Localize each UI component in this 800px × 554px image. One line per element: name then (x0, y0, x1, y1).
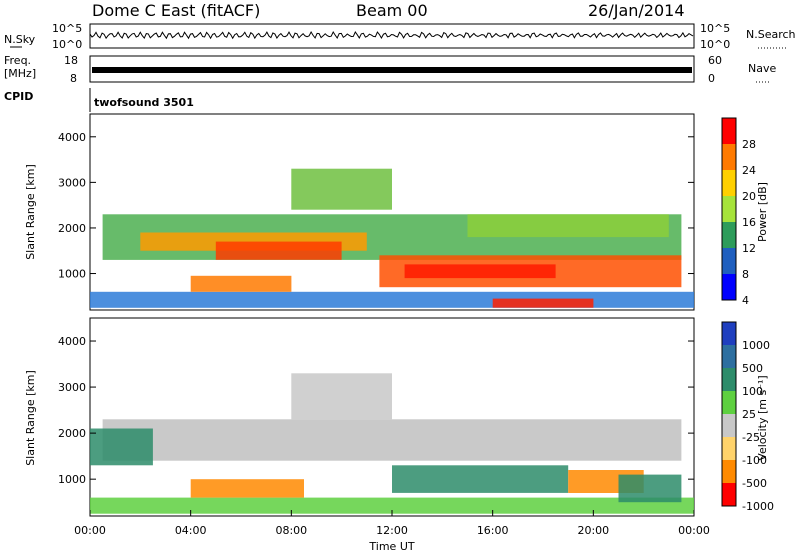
colorbar-segment-0 (722, 118, 736, 144)
velocity-heatmap (90, 373, 694, 514)
heatmap-band-5 (404, 264, 556, 279)
y-tick-label-3: 4000 (58, 335, 86, 348)
heatmap-band-1 (102, 419, 682, 461)
noise-right-tick-bottom: 10^0 (700, 38, 730, 51)
nave-right-tick-top: 60 (708, 54, 722, 67)
freq-left-tick-bottom: 8 (70, 72, 77, 85)
power-colorbar-label: Power [dB] (756, 182, 769, 242)
colorbar-segment-6 (722, 460, 736, 483)
power-y-axis: 1000 2000 3000 4000 (58, 131, 694, 281)
y-tick-label-1: 2000 (58, 427, 86, 440)
colorbar-segment-5 (722, 437, 736, 460)
colorbar-segment-3 (722, 196, 736, 222)
heatmap-band-6 (291, 168, 392, 210)
colorbar-tick-3: 16 (742, 216, 756, 229)
noise-trace (89, 30, 694, 40)
colorbar-tick-6: -500 (742, 477, 767, 490)
colorbar-segment-7 (722, 483, 736, 506)
colorbar-tick-4: -25 (742, 431, 760, 444)
y-tick-label-3: 4000 (58, 131, 86, 144)
y-tick-label-2: 3000 (58, 176, 86, 189)
heatmap-band-3 (215, 241, 342, 260)
colorbar-tick-5: -100 (742, 454, 767, 467)
velocity-y-axis: 1000 2000 3000 4000 (58, 335, 694, 486)
freq-left-tick-top: 18 (64, 54, 78, 67)
heatmap-band-3 (190, 479, 304, 498)
colorbar-tick-1: 24 (742, 164, 756, 177)
x-tick-label-4: 16:00 (477, 524, 509, 537)
colorbar-frame (721, 321, 737, 507)
velocity-ylabel: Slant Range [km] (24, 370, 37, 466)
colorbar-tick-2: 20 (742, 190, 756, 203)
x-tick-label-1: 04:00 (175, 524, 207, 537)
colorbar-segment-5 (722, 248, 736, 274)
y-tick-label-1: 2000 (58, 222, 86, 235)
beam-title: Beam 00 (356, 1, 428, 20)
y-tick-label-0: 1000 (58, 473, 86, 486)
heatmap-band-0 (90, 497, 694, 514)
freq-trace (92, 67, 692, 73)
time-axis-label: Time UT (368, 540, 414, 553)
velocity-colorbar: 1000 500 100 25 -25 -100 -500 -1000 (721, 321, 774, 513)
freq-band (92, 67, 692, 73)
heatmap-band-6 (90, 428, 153, 466)
colorbar-tick-7: -1000 (742, 500, 774, 513)
cpid-label: CPID (4, 90, 33, 103)
colorbar-frame (721, 117, 737, 301)
freq-panel-frame (89, 55, 695, 83)
colorbar-tick-2: 100 (742, 385, 763, 398)
nsky-label: N.Sky (4, 33, 36, 46)
heatmap-band-7 (618, 474, 682, 503)
x-tick-label-5: 20:00 (577, 524, 609, 537)
power-ylabel: Slant Range [km] (24, 164, 37, 260)
freq-label: Freq. (4, 54, 31, 67)
colorbar-tick-3: 25 (742, 408, 756, 421)
station-title: Dome C East (fitACF) (92, 1, 260, 20)
velocity-colorbar-label: Velocity [m s⁻¹] (756, 375, 769, 460)
time-axis: 00:00 04:00 08:00 12:00 16:00 20:00 00:00 (74, 510, 710, 537)
power-heatmap (90, 168, 694, 308)
x-tick-label-0: 00:00 (74, 524, 106, 537)
noise-left-tick-bottom: 10^0 (52, 38, 82, 51)
colorbar-segment-6 (722, 274, 736, 300)
colorbar-segment-0 (722, 322, 736, 345)
y-tick-label-2: 3000 (58, 381, 86, 394)
colorbar-segment-3 (722, 391, 736, 414)
colorbar-segment-2 (722, 368, 736, 391)
colorbar-tick-0: 28 (742, 138, 756, 151)
colorbar-tick-0: 1000 (742, 339, 770, 352)
heatmap-band-0 (90, 291, 694, 308)
x-tick-label-2: 08:00 (275, 524, 307, 537)
cpid-name: twofsound 3501 (94, 96, 194, 109)
colorbar-tick-1: 500 (742, 362, 763, 375)
y-tick-label-0: 1000 (58, 268, 86, 281)
heatmap-band-9 (492, 298, 594, 308)
colorbar-segment-4 (722, 222, 736, 248)
colorbar-tick-6: 4 (742, 294, 749, 307)
colorbar-tick-5: 8 (742, 268, 749, 281)
x-tick-label-6: 00:00 (678, 524, 710, 537)
power-colorbar: 28 24 20 16 12 8 4 (721, 117, 756, 307)
noise-line (89, 30, 694, 40)
colorbar-segment-1 (722, 144, 736, 170)
nave-label: Nave (748, 62, 776, 75)
nsearch-label: N.Search (746, 28, 796, 41)
colorbar-segment-2 (722, 170, 736, 196)
colorbar-tick-4: 12 (742, 242, 756, 255)
heatmap-band-2 (291, 373, 392, 420)
date-title: 26/Jan/2014 (588, 1, 685, 20)
noise-left-tick-top: 10^5 (52, 22, 82, 35)
colorbar-segment-1 (722, 345, 736, 368)
noise-right-tick-top: 10^5 (700, 22, 730, 35)
colorbar-segment-4 (722, 414, 736, 437)
heatmap-band-7 (190, 275, 292, 292)
heatmap-band-8 (467, 214, 669, 238)
x-tick-label-3: 12:00 (376, 524, 408, 537)
freq-unit-label: [MHz] (4, 67, 36, 80)
nave-right-tick-bottom: 0 (708, 72, 715, 85)
heatmap-band-4 (392, 465, 569, 493)
